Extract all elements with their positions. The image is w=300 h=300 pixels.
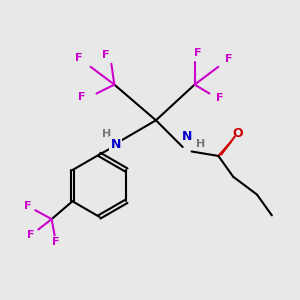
Text: F: F — [78, 92, 85, 101]
Text: F: F — [27, 230, 34, 241]
Text: H: H — [102, 129, 112, 139]
Text: F: F — [216, 93, 224, 103]
Text: F: F — [24, 201, 32, 211]
Text: F: F — [52, 237, 60, 247]
Text: F: F — [225, 54, 232, 64]
Text: H: H — [196, 139, 205, 149]
Text: N: N — [111, 138, 121, 151]
Text: F: F — [194, 48, 201, 59]
Text: O: O — [232, 127, 243, 140]
Text: N: N — [182, 130, 192, 143]
Text: F: F — [75, 53, 82, 63]
Text: F: F — [102, 50, 109, 60]
